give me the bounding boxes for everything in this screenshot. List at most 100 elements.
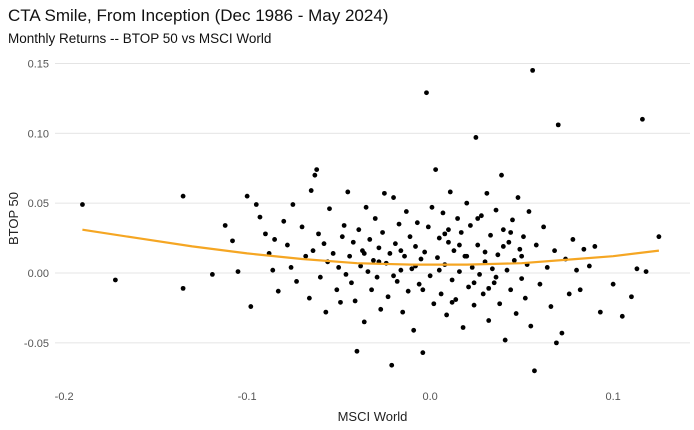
data-point [521,234,526,240]
data-point [488,232,493,238]
data-point [392,241,398,247]
data-point [350,239,356,245]
y-tick-label: 0.15 [28,58,49,70]
data-point [317,274,323,280]
data-point [420,287,426,293]
data-point [80,202,85,207]
data-point [438,291,444,297]
data-point [552,248,557,254]
data-point [244,193,250,199]
data-point [334,287,340,293]
data-point [352,298,358,304]
data-point [471,302,477,308]
data-point [544,265,550,270]
data-point [500,227,506,233]
data-point [458,230,464,235]
data-point [330,251,336,256]
data-point [338,299,343,305]
data-point [597,309,603,315]
data-point [429,204,435,210]
data-point [449,299,455,305]
data-point [380,230,385,235]
data-point [327,206,332,212]
data-point [281,218,287,224]
data-point [411,327,417,333]
data-point [378,306,384,312]
data-point [493,274,499,280]
data-point [592,244,598,249]
data-point [581,246,587,252]
data-point [436,235,442,241]
data-point [288,265,294,270]
data-point [519,253,525,259]
data-point [508,230,514,235]
data-point [457,242,462,248]
data-point [502,337,508,343]
data-point [513,311,519,316]
data-point [316,231,321,237]
data-point [180,193,186,199]
data-point [477,271,482,277]
data-point [446,239,451,245]
data-point [511,258,517,263]
data-point [285,242,290,248]
data-point [537,281,543,287]
data-point [270,267,276,273]
data-point [464,253,470,259]
data-point [112,277,118,283]
data-point [339,234,345,240]
data-point [453,297,459,302]
data-point [469,265,475,270]
data-point [619,313,625,319]
data-point [341,223,347,228]
data-point [343,271,349,277]
data-point [446,227,451,233]
data-point [493,207,499,213]
data-point [257,214,263,220]
data-point [299,224,305,230]
x-tick-label: -0.1 [238,391,257,403]
data-point [349,280,354,286]
data-point [451,248,457,254]
data-point [314,167,320,172]
data-point [440,210,446,216]
data-point [491,280,497,286]
y-tick-label: 0.05 [28,198,49,210]
y-tick-label: 0.00 [28,268,49,280]
data-point [433,167,439,172]
x-axis-title: MSCI World [338,409,408,424]
data-point [436,267,442,273]
data-point [263,231,268,237]
data-point [230,238,235,244]
data-point [510,217,515,223]
data-point [222,223,228,228]
data-point [389,362,395,368]
data-point [455,216,460,221]
data-point [180,285,186,291]
data-point [499,172,504,178]
data-point [424,90,429,96]
data-point [354,348,360,354]
data-point [400,309,406,315]
data-point [532,368,537,374]
data-point [405,288,411,294]
data-point [209,271,215,277]
data-point [409,266,415,272]
data-point [442,231,448,237]
data-point [530,67,536,73]
data-point [495,252,501,258]
data-point [272,237,277,242]
data-point [323,309,329,315]
data-point [413,244,418,249]
data-point [248,304,254,309]
data-point [303,253,309,259]
data-point [394,278,400,284]
data-point [504,267,510,273]
fit-line [82,228,660,266]
data-point [358,263,364,269]
data-point [391,273,396,279]
data-point [321,241,327,247]
data-point [486,285,492,291]
data-point [371,258,376,263]
